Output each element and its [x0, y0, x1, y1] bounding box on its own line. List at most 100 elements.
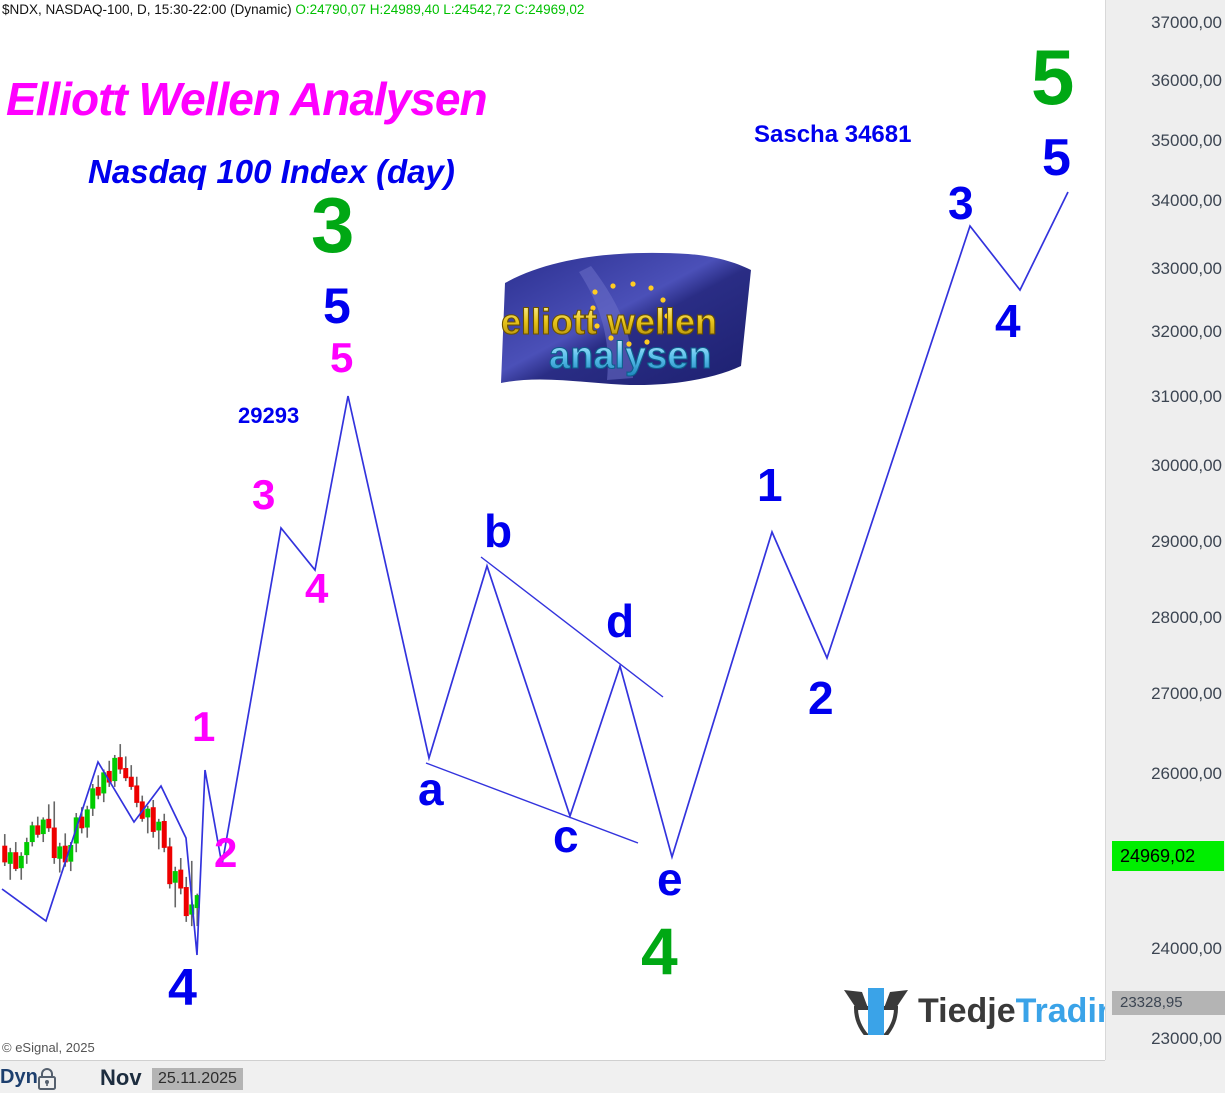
status-bar: Dyn Nov 25.11.2025 — [0, 1060, 1225, 1093]
candle-body — [24, 842, 30, 856]
copyright-notice: © eSignal, 2025 — [2, 1040, 95, 1055]
wave-label: 4 — [168, 959, 197, 1017]
axis-month-label: Nov — [100, 1065, 142, 1090]
instrument-subtitle: Nasdaq 100 Index (day) — [88, 153, 455, 190]
status-bar-scale-filler — [1105, 1060, 1225, 1093]
price-tick: 31000,00 — [1151, 387, 1222, 406]
dyn-label[interactable]: Dyn — [0, 1066, 38, 1088]
projection-polyline — [1, 191, 1069, 956]
candle-body — [189, 904, 195, 915]
lock-icon[interactable] — [36, 1067, 58, 1093]
candle-body — [156, 821, 162, 831]
candle-body — [29, 825, 35, 843]
candle-body — [13, 852, 19, 869]
last-price-badge: 24969,02 — [1112, 841, 1224, 871]
candle-body — [167, 846, 173, 885]
candle-body — [68, 844, 74, 862]
wave-label: c — [553, 810, 579, 862]
chart-canvas — [1, 191, 1069, 956]
brand-part-1: Tiedje — [918, 992, 1016, 1030]
wave-label: 2 — [808, 672, 834, 724]
price-tick: 30000,00 — [1151, 456, 1222, 475]
elliott-wellen-logo: elliott wellen analysen — [483, 248, 771, 403]
candle-body — [101, 772, 107, 794]
candle-body — [18, 855, 24, 869]
price-target-label: 29293 — [238, 403, 300, 428]
elliott-wave-projection — [1, 191, 1069, 956]
candle-body — [134, 785, 140, 803]
wave-label: e — [657, 853, 683, 905]
crosshair-date-box: 25.11.2025 — [152, 1068, 243, 1090]
wave-label: a — [418, 763, 444, 815]
candle-body — [51, 827, 57, 859]
candle-body — [128, 776, 134, 787]
candle-body — [117, 757, 123, 770]
wave-label: 5 — [1042, 129, 1071, 187]
price-tick: 32000,00 — [1151, 322, 1222, 341]
price-tick: 37000,00 — [1151, 13, 1222, 32]
wave-label: 5 — [323, 278, 351, 334]
price-tick: 29000,00 — [1151, 532, 1222, 551]
wave-label: 4 — [995, 295, 1021, 347]
candle-body — [62, 845, 68, 863]
wave-label: 3 — [948, 177, 974, 229]
candle-body — [194, 895, 200, 909]
brand-wordmark: TiedjeTrading — [918, 992, 1105, 1031]
candle-body — [112, 757, 118, 782]
candle-body — [2, 845, 8, 863]
candle-body — [172, 871, 178, 883]
candlestick-series — [2, 744, 200, 927]
price-tick: 34000,00 — [1151, 191, 1222, 210]
wave-label: 5 — [330, 334, 354, 381]
watermark-text-2: analysen — [549, 335, 712, 377]
price-tick: 28000,00 — [1151, 608, 1222, 627]
ohlc-line: O:24790,07 H:24989,40 L:24542,72 C:24969… — [295, 2, 585, 17]
triangle-upper — [480, 556, 664, 698]
price-tick: 24000,00 — [1151, 939, 1222, 958]
brand-part-2: Trading — [1015, 992, 1105, 1030]
price-tick: 23000,00 — [1151, 1029, 1222, 1048]
price-tick: 35000,00 — [1151, 131, 1222, 150]
triangle-trendlines — [425, 556, 664, 844]
candle-body — [84, 809, 90, 828]
candle-body — [40, 819, 46, 835]
candle-body — [79, 816, 85, 829]
wave-label: 3 — [311, 181, 355, 269]
symbol-line: $NDX, NASDAQ-100, D, 15:30-22:00 (Dynami… — [2, 2, 292, 17]
wave-label: 4 — [305, 565, 329, 612]
previous-close-badge: 23328,95 — [1112, 991, 1225, 1015]
tiedje-trading-logo: TiedjeTrading — [838, 982, 1105, 1035]
candle-body — [46, 818, 52, 829]
wave-label: 1 — [757, 459, 783, 511]
watermark-text-1: elliott wellen — [501, 301, 717, 342]
candle-body — [106, 770, 112, 783]
candle-body — [57, 846, 63, 859]
candle-body — [150, 807, 156, 832]
price-tick: 33000,00 — [1151, 259, 1222, 278]
candle-body — [145, 808, 151, 818]
candle-body — [123, 768, 129, 779]
wave-label: b — [484, 505, 513, 557]
triangle-lower — [425, 762, 639, 844]
analyst-label: Sascha 34681 — [754, 121, 912, 148]
candle-body — [7, 852, 13, 864]
price-axis[interactable]: 37000,00 36000,00 35000,00 34000,00 33000,00… — [1105, 0, 1225, 1060]
quote-header: $NDX, NASDAQ-100, D, 15:30-22:00 (Dynami… — [0, 0, 1107, 20]
chart-plot-area[interactable]: elliott wellen analysen TiedjeTrading El… — [0, 20, 1105, 1035]
price-tick: 27000,00 — [1151, 684, 1222, 703]
wave-label: 1 — [192, 703, 216, 750]
wave-label: 3 — [252, 471, 276, 518]
candle-body — [178, 869, 184, 889]
price-tick: 36000,00 — [1151, 71, 1222, 90]
price-tick: 26000,00 — [1151, 764, 1222, 783]
candle-body — [95, 786, 101, 796]
wave-label: 5 — [1031, 33, 1075, 121]
wave-label: d — [606, 595, 635, 647]
candle-body — [90, 788, 96, 809]
candle-body — [183, 887, 189, 917]
page-title: Elliott Wellen Analysen — [6, 73, 488, 125]
wave-label: 2 — [214, 829, 238, 876]
candle-body — [161, 821, 167, 848]
candle-body — [35, 825, 41, 835]
